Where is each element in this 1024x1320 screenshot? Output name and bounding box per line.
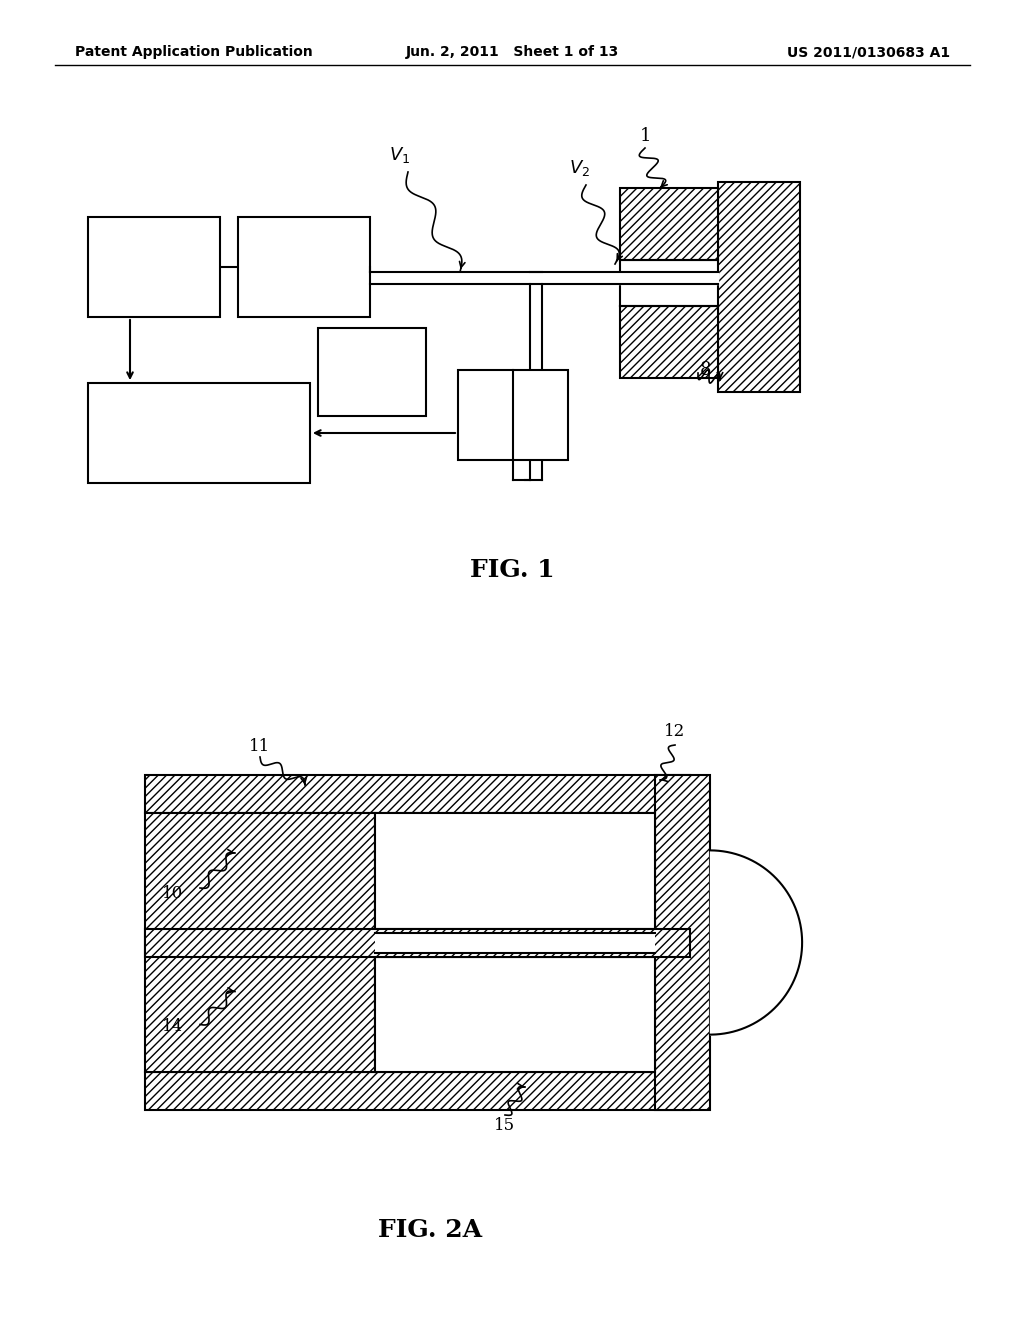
Bar xyxy=(88,383,310,483)
Bar xyxy=(655,775,710,1110)
Text: 14: 14 xyxy=(163,1018,183,1035)
Bar xyxy=(318,327,426,416)
Text: 4: 4 xyxy=(193,424,206,442)
Text: FIG. 1: FIG. 1 xyxy=(470,558,554,582)
Bar xyxy=(620,306,718,378)
Text: 1: 1 xyxy=(639,127,650,145)
Text: 12: 12 xyxy=(665,723,686,741)
Bar xyxy=(238,216,370,317)
Text: 8: 8 xyxy=(700,360,712,379)
Bar xyxy=(718,182,800,392)
Bar xyxy=(620,187,718,260)
Text: 3: 3 xyxy=(506,405,520,425)
Text: 10: 10 xyxy=(163,884,183,902)
Bar xyxy=(88,216,220,317)
Bar xyxy=(375,957,655,1072)
Bar xyxy=(375,932,655,953)
Text: 2: 2 xyxy=(147,257,161,276)
Bar xyxy=(145,813,375,1072)
Bar xyxy=(145,1072,690,1110)
Text: Patent Application Publication: Patent Application Publication xyxy=(75,45,312,59)
Text: 15: 15 xyxy=(495,1117,515,1134)
Text: FIG. 2A: FIG. 2A xyxy=(378,1218,482,1242)
Text: $V_1$: $V_1$ xyxy=(389,145,411,165)
Bar xyxy=(145,775,690,813)
Text: US 2011/0130683 A1: US 2011/0130683 A1 xyxy=(786,45,950,59)
Text: 6: 6 xyxy=(297,257,310,276)
Text: Jun. 2, 2011   Sheet 1 of 13: Jun. 2, 2011 Sheet 1 of 13 xyxy=(406,45,618,59)
Bar xyxy=(375,813,655,928)
Text: $V_2$: $V_2$ xyxy=(569,158,591,178)
Text: 11: 11 xyxy=(250,738,270,755)
Bar xyxy=(458,370,568,459)
Bar xyxy=(145,928,690,957)
Text: 5: 5 xyxy=(366,363,379,381)
